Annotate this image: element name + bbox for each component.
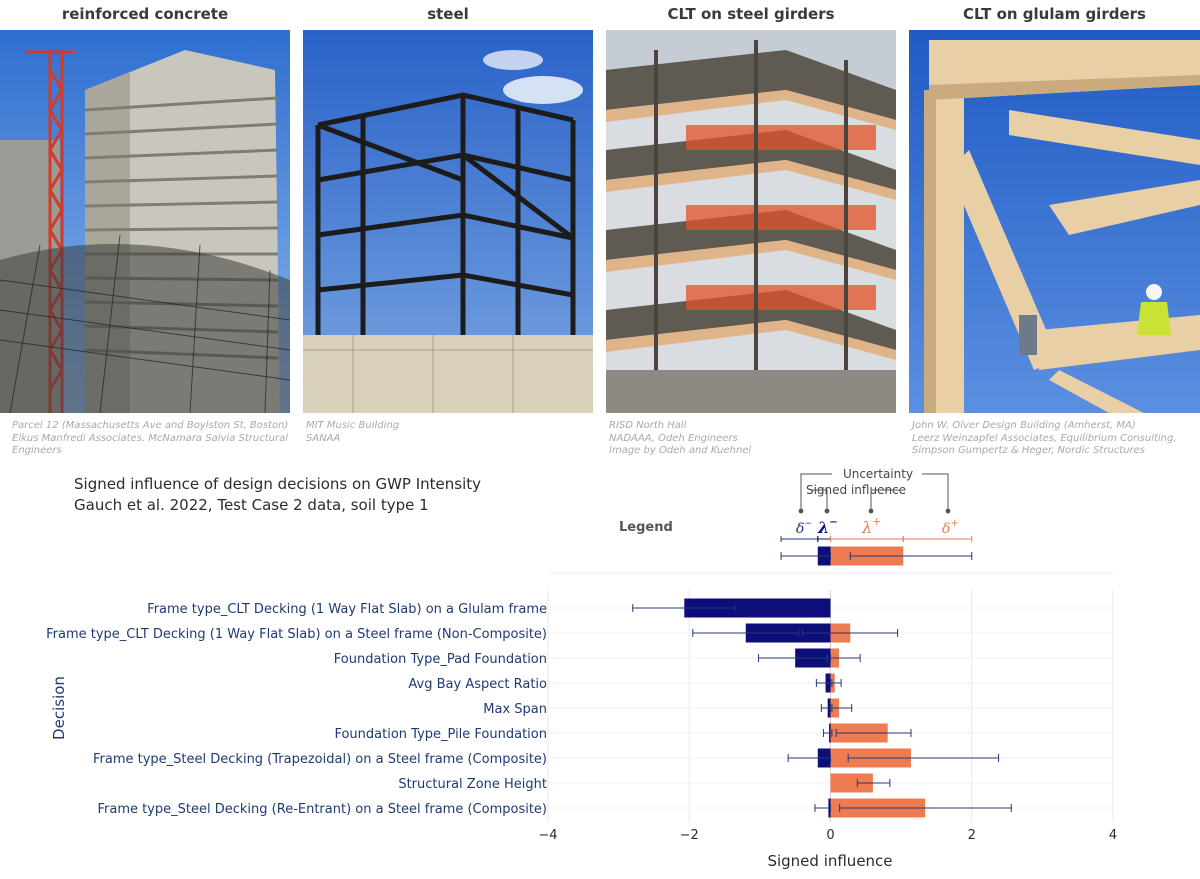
x-axis-title: Signed influence: [767, 852, 892, 870]
y-tick-label: Foundation Type_Pile Foundation: [334, 727, 547, 742]
bar-negative: [684, 598, 831, 618]
photo-clt-steel: [606, 30, 896, 413]
signed-influence-chart: Legend Uncertainty Signed influence δ− λ…: [46, 467, 1117, 870]
y-tick-label: Frame type_CLT Decking (1 Way Flat Slab)…: [46, 627, 547, 642]
legend-title: Legend: [619, 520, 673, 535]
x-tick-label: 2: [968, 828, 976, 843]
photo-steel: [303, 30, 593, 413]
y-axis-title: Decision: [50, 676, 68, 740]
y-tick-label: Frame type_CLT Decking (1 Way Flat Slab)…: [147, 602, 547, 617]
legend-signed-influence-label: Signed influence: [806, 483, 906, 497]
photo-title-steel: steel: [427, 5, 469, 23]
photo-clt-glulam: [909, 30, 1200, 413]
photo-caption-concrete: Parcel 12 (Massachusetts Ave and Boylsto…: [12, 420, 289, 456]
y-tick-label: Max Span: [483, 702, 547, 717]
bar-positive: [830, 773, 873, 793]
photo-caption-steel: MIT Music Building SANAA: [306, 420, 400, 444]
photo-caption-clt-glulam: John W. Olver Design Building (Amherst, …: [912, 420, 1177, 456]
x-tick-label: 0: [826, 828, 834, 843]
x-tick-label: 4: [1109, 828, 1117, 843]
chart-title-line1: Signed influence of design decisions on …: [74, 475, 482, 493]
x-tick-label: −4: [538, 828, 557, 843]
chart-title: Signed influence of design decisions on …: [74, 474, 481, 516]
y-tick-label: Structural Zone Height: [398, 777, 547, 792]
legend-uncertainty-label: Uncertainty: [843, 467, 913, 481]
photo-reinforced-concrete: [0, 30, 290, 413]
y-tick-label: Frame type_Steel Decking (Trapezoidal) o…: [93, 752, 547, 767]
photo-title-clt-steel: CLT on steel girders: [667, 5, 835, 23]
y-tick-label: Foundation Type_Pad Foundation: [334, 652, 547, 667]
photo-title-clt-glulam: CLT on glulam girders: [963, 5, 1146, 23]
legend-symbol-lambda-minus: λ−: [817, 517, 838, 537]
legend: Legend Uncertainty Signed influence δ− λ…: [548, 467, 1113, 574]
photo-title-concrete: reinforced concrete: [61, 5, 229, 23]
y-tick-label: Frame type_Steel Decking (Re-Entrant) on…: [97, 802, 547, 817]
legend-symbol-delta-plus: δ+: [942, 518, 959, 537]
x-tick-label: −2: [680, 828, 699, 843]
plot-area: −4 −2 0 2 4 Frame type_CLT Decking (1 Way Fla…: [46, 590, 1117, 843]
legend-symbol-delta-minus: δ−: [796, 519, 812, 537]
chart-title-line2: Gauch et al. 2022, Test Case 2 data, soi…: [74, 496, 429, 514]
legend-symbol-lambda-plus: λ+: [861, 515, 881, 537]
y-tick-label: Avg Bay Aspect Ratio: [408, 677, 547, 692]
photo-caption-clt-steel: RISD North Hall NADAAA, Odeh Engineers Ima…: [609, 420, 752, 456]
